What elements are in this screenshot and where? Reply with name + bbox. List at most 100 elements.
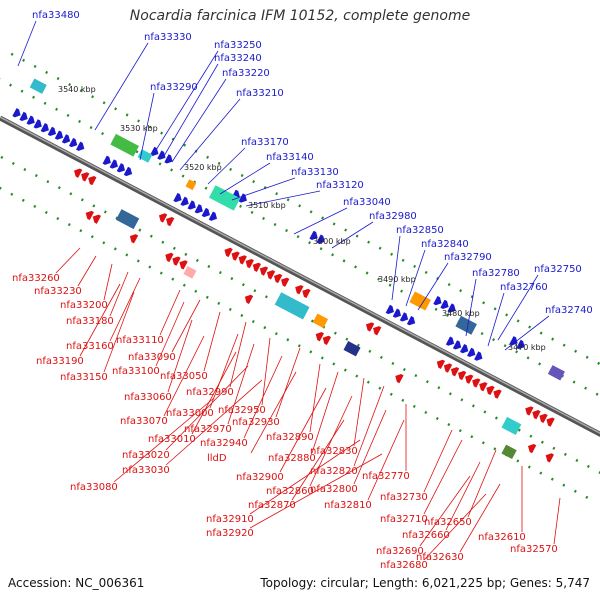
gene-label-bottom: nfa32870 <box>248 500 296 511</box>
reverse-gene <box>273 273 283 284</box>
arrow-shape <box>88 176 97 186</box>
forward-gene <box>40 122 49 133</box>
arrow-shape <box>433 295 442 306</box>
gene-label-bottom: nfa32570 <box>510 544 558 555</box>
gene-label-bottom: nfa33010 <box>148 434 196 445</box>
forward-gene <box>445 336 455 346</box>
reverse-gene <box>302 288 311 299</box>
box-shape <box>409 291 431 311</box>
forward-gene <box>76 141 85 151</box>
reverse-gene <box>158 213 168 223</box>
arrow-shape <box>74 168 83 178</box>
arrow-shape <box>365 322 375 332</box>
arrow-shape <box>436 359 446 369</box>
forward-gene <box>68 137 78 148</box>
reverse-gene <box>457 370 467 381</box>
scale-label: 3490 kbp <box>378 275 416 284</box>
arrow-shape <box>238 255 247 265</box>
arrow-shape <box>92 214 102 224</box>
arrow-shape <box>266 270 276 280</box>
gene-label-top: nfa33330 <box>144 32 192 43</box>
label-layer: 3540 kbp 3530 kbp 3520 kbp 3510 kbp 3500 kbp… <box>12 10 593 571</box>
arrow-shape <box>545 453 554 463</box>
gene-label-bottom: lldD <box>207 453 227 464</box>
arrow-shape <box>373 326 382 336</box>
gene-label-top: nfa32750 <box>534 264 582 275</box>
leader-line <box>229 321 247 388</box>
forward-gene <box>201 207 210 218</box>
gene-label-bottom: nfa33230 <box>34 286 82 297</box>
gene-label-top: nfa33240 <box>214 53 262 64</box>
leader-line <box>419 475 471 547</box>
arrow-shape <box>467 347 476 357</box>
forward-gene <box>516 339 525 350</box>
leader-line <box>423 493 487 561</box>
scale-label: 3530 kbp <box>120 124 158 133</box>
box-shape <box>110 133 139 157</box>
box-shape <box>29 78 47 94</box>
arrow-shape <box>26 115 35 125</box>
leader-line <box>163 63 219 157</box>
annotation-box <box>208 185 241 211</box>
forward-gene <box>406 315 416 326</box>
reverse-gene <box>81 172 90 182</box>
leader-line <box>423 429 453 493</box>
reverse-gene <box>166 217 175 227</box>
gene-label-top: nfa32740 <box>545 305 593 316</box>
arrow-shape <box>450 367 460 377</box>
arrow-shape <box>158 213 168 223</box>
arrow-shape <box>385 304 394 315</box>
gene-label-bottom: nfa32730 <box>380 492 428 503</box>
arrow-shape <box>187 200 196 210</box>
gene-label-bottom: nfa32910 <box>206 514 254 525</box>
feature-layer <box>12 78 565 463</box>
arrow-shape <box>102 155 111 165</box>
annotation-box <box>115 209 140 230</box>
reverse-gene <box>545 453 554 463</box>
arrow-shape <box>399 312 409 322</box>
arrow-shape <box>281 277 290 287</box>
arrow-shape <box>273 273 283 284</box>
forward-gene <box>392 308 402 318</box>
leader-line <box>227 343 255 425</box>
gene-label-bottom: nfa33060 <box>124 392 172 403</box>
forward-gene <box>123 166 133 177</box>
arrow-shape <box>208 211 218 221</box>
leader-line <box>487 292 505 347</box>
leader-line <box>405 249 426 307</box>
forward-gene <box>12 108 21 118</box>
reverse-gene <box>231 251 240 261</box>
forward-gene <box>433 295 442 306</box>
arrow-shape <box>19 111 28 122</box>
arrow-shape <box>486 385 495 396</box>
leader-line <box>275 347 301 418</box>
leader-line <box>209 333 239 409</box>
arrow-shape <box>47 126 57 136</box>
leader-line <box>159 289 181 336</box>
box-shape <box>501 416 522 435</box>
leader-line <box>79 283 121 357</box>
gene-label-top: nfa32980 <box>369 211 417 222</box>
arrow-shape <box>302 288 311 299</box>
gene-label-top: nfa32780 <box>472 268 520 279</box>
reverse-gene <box>259 266 269 276</box>
annotation-box <box>183 266 197 279</box>
box-shape <box>137 149 153 163</box>
box-shape <box>501 444 517 460</box>
gene-label-bottom: nfa33090 <box>128 352 176 363</box>
gene-label-bottom: nfa32630 <box>416 552 464 563</box>
reverse-gene <box>436 359 446 369</box>
reverse-gene <box>532 410 541 420</box>
annotation-box <box>501 416 522 435</box>
arrow-shape <box>457 370 467 381</box>
arrow-shape <box>316 234 325 244</box>
leader-line <box>163 335 205 417</box>
leader-line <box>467 449 497 518</box>
gene-label-top: nfa32790 <box>444 252 492 263</box>
gene-label-bottom: nfa32690 <box>376 546 424 557</box>
reverse-gene <box>322 335 332 346</box>
leader-line <box>165 379 263 466</box>
forward-gene <box>47 126 57 136</box>
arrow-shape <box>68 137 78 148</box>
forward-gene <box>399 312 409 322</box>
